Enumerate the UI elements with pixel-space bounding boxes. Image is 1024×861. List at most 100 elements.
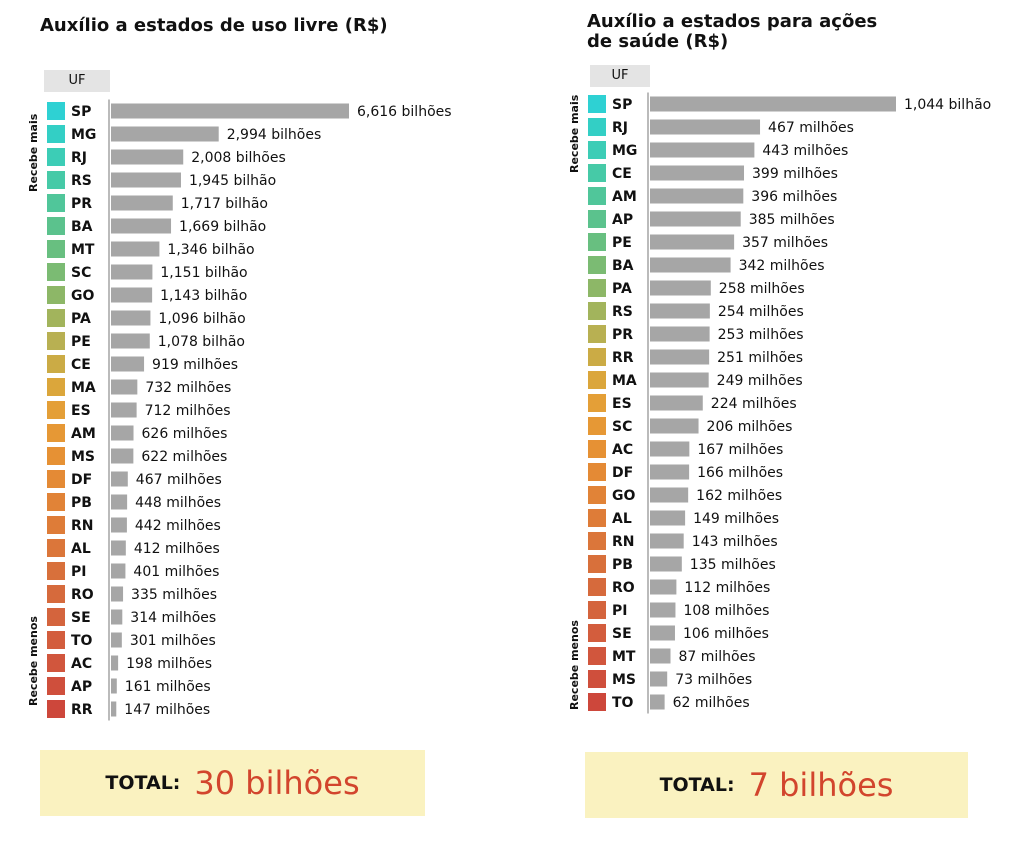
bar-value-label: 6,616 bilhões: [357, 104, 452, 120]
uf-label: AP: [71, 679, 92, 695]
bar-value-label: 399 milhões: [752, 166, 838, 182]
bar: [650, 372, 709, 388]
rank-color-swatch: [588, 279, 606, 297]
uf-label: ES: [71, 403, 91, 419]
uf-label: MS: [71, 449, 95, 465]
bar-value-label: 224 milhões: [711, 396, 797, 412]
uf-label: PR: [71, 196, 92, 212]
uf-label: AL: [612, 511, 632, 527]
bar-value-label: 167 milhões: [697, 442, 783, 458]
rank-color-swatch: [588, 210, 606, 228]
chart-panel-uso-livre: Auxílio a estados de uso livre (R$) UF R…: [0, 0, 500, 861]
bar: [111, 632, 122, 648]
uf-label: TO: [71, 633, 93, 649]
bar: [111, 310, 151, 326]
uf-label: MS: [612, 672, 636, 688]
uf-label: AM: [612, 189, 637, 205]
bar: [650, 510, 686, 526]
bar-value-label: 396 milhões: [751, 189, 837, 205]
bar: [650, 395, 703, 411]
bar: [650, 303, 710, 319]
uf-label: MT: [71, 242, 95, 258]
uf-label: SC: [71, 265, 91, 281]
chart-title: Auxílio a estados de uso livre (R$): [40, 15, 388, 36]
bar-value-label: 206 milhões: [707, 419, 793, 435]
total-value: 7 bilhões: [748, 766, 894, 804]
bar: [111, 402, 137, 418]
rank-color-swatch: [588, 417, 606, 435]
bar-value-label: 161 milhões: [125, 679, 211, 695]
uf-label: DF: [71, 472, 92, 488]
bar: [111, 540, 126, 556]
uf-label: AL: [71, 541, 91, 557]
uf-label: DF: [612, 465, 633, 481]
bar: [111, 701, 117, 717]
rank-color-swatch: [47, 447, 65, 465]
rank-color-swatch: [47, 263, 65, 281]
bar-value-label: 143 milhões: [692, 534, 778, 550]
bar: [111, 172, 181, 188]
total-box: TOTAL: 7 bilhões: [585, 752, 968, 818]
bar: [650, 96, 896, 112]
bar-value-label: 314 milhões: [130, 610, 216, 626]
rank-color-swatch: [588, 555, 606, 573]
bar: [111, 126, 219, 142]
rank-color-swatch: [588, 647, 606, 665]
bar-value-label: 147 milhões: [124, 702, 210, 718]
uf-label: AM: [71, 426, 96, 442]
bar-value-label: 1,346 bilhão: [167, 242, 254, 258]
rank-color-swatch: [47, 470, 65, 488]
uf-label: RN: [71, 518, 94, 534]
uf-label: TO: [612, 695, 634, 711]
rank-color-swatch: [588, 624, 606, 642]
uf-label: BA: [71, 219, 93, 235]
bar: [650, 234, 735, 250]
uf-label: PA: [71, 311, 91, 327]
bar-value-label: 2,008 bilhões: [191, 150, 286, 166]
bar: [650, 556, 682, 572]
bar-value-label: 1,945 bilhão: [189, 173, 276, 189]
chart-title: Auxílio a estados para ações de saúde (R…: [587, 11, 878, 52]
rank-color-swatch: [588, 256, 606, 274]
uf-label: MG: [612, 143, 637, 159]
rank-color-swatch: [588, 371, 606, 389]
rank-color-swatch: [47, 102, 65, 120]
bar: [650, 349, 710, 365]
bar-value-label: 1,717 bilhão: [181, 196, 268, 212]
total-box: TOTAL: 30 bilhões: [40, 750, 425, 816]
bar-value-label: 626 milhões: [142, 426, 228, 442]
rank-color-swatch: [47, 194, 65, 212]
rank-color-swatch: [588, 578, 606, 596]
bar-value-label: 1,669 bilhão: [179, 219, 266, 235]
bar-value-label: 1,044 bilhão: [904, 97, 991, 113]
bar: [650, 625, 675, 641]
rank-color-swatch: [47, 539, 65, 557]
uf-label: SE: [71, 610, 91, 626]
rank-color-swatch: [47, 677, 65, 695]
bar-value-label: 301 milhões: [130, 633, 216, 649]
bar: [111, 448, 134, 464]
rank-color-swatch: [588, 601, 606, 619]
rank-color-swatch: [47, 493, 65, 511]
uf-label: PI: [612, 603, 627, 619]
rank-color-swatch: [47, 355, 65, 373]
bar-value-label: 1,078 bilhão: [158, 334, 245, 350]
chart-panel-saude: Auxílio a estados para ações de saúde (R…: [545, 0, 1024, 861]
bar-value-label: 467 milhões: [768, 120, 854, 136]
bar-value-label: 357 milhões: [742, 235, 828, 251]
bar: [650, 671, 668, 687]
rank-color-swatch: [47, 125, 65, 143]
bar-value-label: 442 milhões: [135, 518, 221, 534]
bar: [111, 655, 119, 671]
rank-color-swatch: [588, 164, 606, 182]
bar: [650, 533, 684, 549]
uf-label: RN: [612, 534, 635, 550]
bar: [111, 333, 150, 349]
uf-label: RJ: [612, 120, 628, 136]
bar-value-label: 712 milhões: [145, 403, 231, 419]
uf-label: BA: [612, 258, 634, 274]
rank-color-swatch: [588, 486, 606, 504]
bar: [650, 188, 744, 204]
rank-color-swatch: [588, 118, 606, 136]
uf-label: RR: [612, 350, 634, 366]
